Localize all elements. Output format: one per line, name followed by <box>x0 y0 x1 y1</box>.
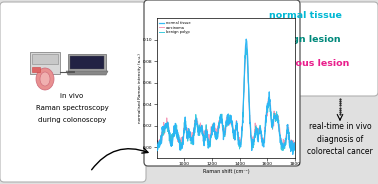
Text: during colonoscopy: during colonoscopy <box>38 117 106 123</box>
FancyBboxPatch shape <box>0 2 146 182</box>
carcinoma <box>259 131 263 133</box>
Legend: normal tissue, carcinoma, benign polyp: normal tissue, carcinoma, benign polyp <box>159 20 191 35</box>
carcinoma <box>236 135 240 137</box>
Polygon shape <box>68 54 106 71</box>
normal tissue <box>155 142 159 144</box>
Polygon shape <box>66 71 108 75</box>
carcinoma <box>217 125 222 128</box>
Line: normal tissue: normal tissue <box>157 39 295 154</box>
benign polyp <box>217 123 222 125</box>
benign polyp <box>236 139 240 141</box>
Y-axis label: normalised Raman intensity (a.u.): normalised Raman intensity (a.u.) <box>138 53 142 123</box>
normal tissue <box>291 153 295 155</box>
benign polyp <box>247 101 251 103</box>
benign polyp <box>244 47 248 49</box>
normal tissue <box>217 122 222 124</box>
Text: machine
learning: machine learning <box>220 24 259 44</box>
FancyBboxPatch shape <box>198 2 378 96</box>
Text: real-time in vivo
diagnosis of
colorectal cancer: real-time in vivo diagnosis of colorecta… <box>307 122 373 156</box>
carcinoma <box>244 45 248 47</box>
Text: Raman spectroscopy: Raman spectroscopy <box>36 105 108 111</box>
benign polyp <box>259 131 263 133</box>
FancyBboxPatch shape <box>30 52 60 74</box>
benign polyp <box>291 151 296 153</box>
normal tissue <box>190 141 195 144</box>
carcinoma <box>190 138 195 140</box>
benign polyp <box>190 138 195 141</box>
normal tissue <box>179 146 184 148</box>
benign polyp <box>155 150 159 152</box>
carcinoma <box>155 143 159 145</box>
Text: normal tissue: normal tissue <box>268 11 341 20</box>
normal tissue <box>247 105 251 107</box>
Polygon shape <box>70 56 104 69</box>
X-axis label: Raman shift (cm⁻¹): Raman shift (cm⁻¹) <box>203 169 249 174</box>
Text: cancerous lesion: cancerous lesion <box>260 59 350 68</box>
carcinoma <box>179 141 184 143</box>
Ellipse shape <box>40 72 50 86</box>
benign polyp <box>179 148 184 150</box>
carcinoma <box>247 105 251 107</box>
Ellipse shape <box>36 68 54 90</box>
carcinoma <box>293 141 297 143</box>
normal tissue <box>236 140 240 142</box>
FancyBboxPatch shape <box>144 0 300 166</box>
Bar <box>32 67 40 72</box>
Line: benign polyp: benign polyp <box>157 48 295 152</box>
Text: benign lesion: benign lesion <box>269 35 341 43</box>
normal tissue <box>259 131 263 133</box>
Bar <box>32 54 58 64</box>
carcinoma <box>288 148 293 150</box>
normal tissue <box>293 142 297 144</box>
benign polyp <box>293 144 297 146</box>
Line: carcinoma: carcinoma <box>157 46 295 149</box>
normal tissue <box>244 38 248 40</box>
Text: in vivo: in vivo <box>60 93 84 99</box>
